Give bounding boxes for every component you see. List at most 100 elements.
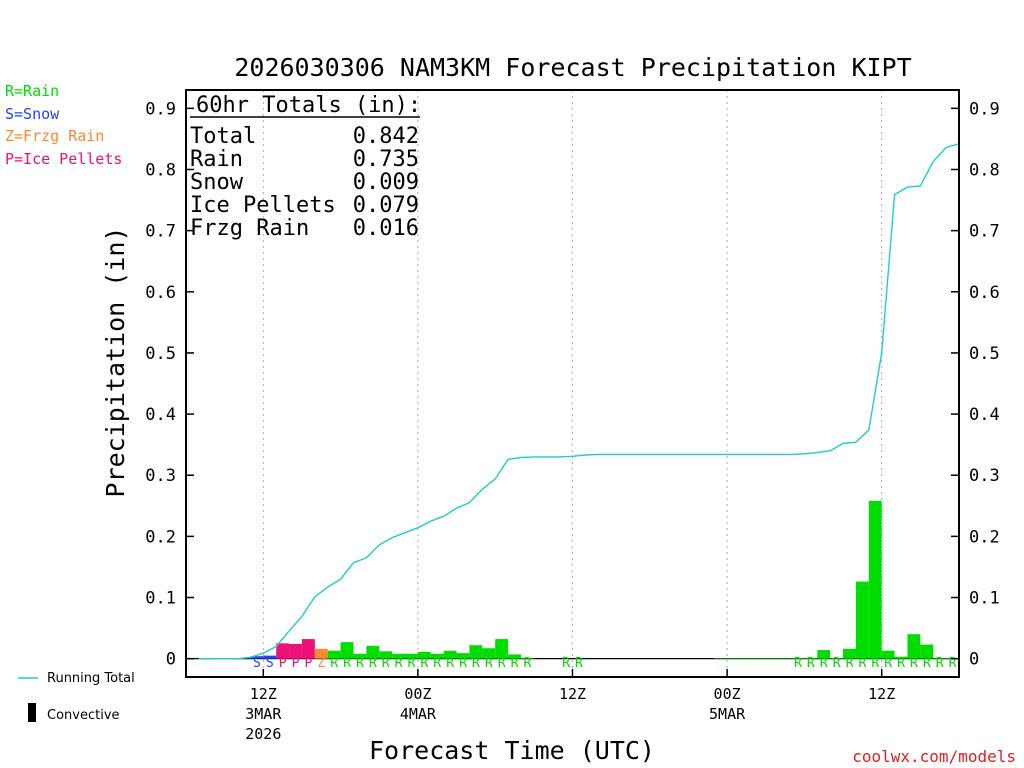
legend-ice-pellets: P=Ice Pellets — [5, 149, 123, 168]
precip-type-label: R — [820, 656, 828, 671]
precip-type-label: P — [304, 656, 312, 671]
precip-type-label: R — [330, 656, 338, 671]
totals-row-value: 0.016 — [353, 216, 419, 241]
convective-legend-label: Convective — [47, 708, 120, 723]
x-tick-label: 12Z — [559, 685, 586, 703]
precip-type-label: R — [807, 656, 815, 671]
precip-type-label: R — [369, 656, 377, 671]
precip-bar — [752, 658, 766, 659]
precip-bar — [340, 642, 354, 659]
x-tick-date: 5MAR — [709, 705, 746, 723]
y-axis-label: Precipitation (in) — [101, 227, 130, 498]
precip-bar — [405, 653, 418, 659]
precip-bar — [920, 644, 934, 659]
precip-bar — [765, 658, 779, 659]
precip-bar — [456, 653, 470, 659]
precip-bar — [301, 639, 315, 659]
totals-header: 60hr Totals (in): — [196, 93, 421, 118]
precip-type-legend: R=Rain S=Snow Z=Frzg Rain P=Ice Pellets — [5, 80, 122, 170]
precip-bar — [314, 648, 328, 659]
precip-type-label: R — [511, 656, 519, 671]
legend-frzg-rain: Z=Frzg Rain — [5, 127, 105, 145]
precip-bar — [907, 634, 921, 659]
precip-bar — [430, 653, 444, 659]
precip-bar — [894, 656, 908, 659]
x-tick-label: 00Z — [714, 685, 741, 703]
precip-bar — [804, 658, 818, 659]
running-total-line — [198, 143, 960, 660]
precip-bar — [392, 653, 406, 659]
precip-type-label: R — [356, 656, 364, 671]
precip-type-label: R — [395, 656, 403, 671]
precip-type-label: R — [459, 656, 467, 671]
precip-type-label: R — [884, 656, 892, 671]
precip-type-label: R — [485, 656, 493, 671]
y-tick-label-left: 0 — [166, 650, 176, 670]
precip-bar — [263, 655, 277, 659]
precip-type-label: P — [279, 656, 287, 671]
totals-row-label: Total — [190, 124, 256, 149]
precip-type-label: R — [408, 656, 416, 671]
precip-type-label: R — [923, 656, 931, 671]
totals-row-label: Rain — [190, 147, 243, 172]
x-tick-label: 12Z — [250, 685, 277, 703]
precip-type-label: R — [343, 656, 351, 671]
precip-type-label: R — [498, 656, 506, 671]
precip-bar — [739, 658, 753, 659]
precip-type-label: R — [523, 656, 531, 671]
running-total-legend-label: Running Total — [47, 671, 135, 686]
precip-bar — [443, 650, 457, 659]
precip-type-label: R — [420, 656, 428, 671]
x-tick-label: 12Z — [868, 685, 895, 703]
y-tick-label-left: 0.6 — [145, 283, 176, 303]
precip-bar — [881, 650, 895, 659]
y-tick-label-right: 0.4 — [969, 405, 1000, 425]
precip-bar — [469, 645, 483, 659]
precip-bar — [250, 656, 264, 659]
precip-bar — [855, 581, 869, 659]
precip-type-label: R — [949, 656, 957, 671]
y-tick-label-right: 0 — [969, 650, 979, 670]
precip-type-label: R — [897, 656, 905, 671]
chart-title: 2026030306 NAM3KM Forecast Precipitation… — [234, 53, 911, 82]
x-axis-label: Forecast Time (UTC) — [369, 736, 655, 765]
precip-bar — [289, 643, 302, 659]
precip-bar — [714, 658, 728, 659]
precip-bar — [482, 648, 496, 659]
precip-bar — [727, 658, 740, 659]
legend-snow: S=Snow — [5, 104, 60, 123]
precip-bar — [379, 651, 393, 659]
precip-bar — [817, 650, 831, 659]
precip-type-label: R — [846, 656, 854, 671]
y-tick-label-left: 0.3 — [145, 466, 176, 486]
y-tick-label-left: 0.9 — [145, 99, 176, 119]
y-tick-label-left: 0.5 — [145, 344, 176, 364]
precip-type-label: P — [292, 656, 300, 671]
precip-type-label: R — [433, 656, 441, 671]
x-tick-label: 00Z — [404, 685, 431, 703]
precip-type-label: R — [833, 656, 841, 671]
x-tick-year: 2026 — [245, 725, 281, 743]
precip-bar — [933, 658, 947, 659]
y-tick-label-right: 0.1 — [969, 589, 1000, 609]
precip-type-label: Z — [317, 656, 325, 671]
precip-bar — [353, 653, 367, 659]
x-tick-date: 4MAR — [400, 705, 437, 723]
plot-frame — [185, 89, 960, 678]
totals-row-label: Frzg Rain — [190, 216, 309, 241]
precip-type-label: R — [562, 656, 570, 671]
precip-type-label: R — [446, 656, 454, 671]
y-tick-label-right: 0.2 — [969, 527, 1000, 547]
precip-bar — [508, 654, 521, 659]
precip-bar — [417, 651, 431, 659]
y-tick-label-left: 0.4 — [145, 405, 176, 425]
totals-row-label: Snow — [190, 170, 244, 195]
precip-type-label: R — [794, 656, 802, 671]
precip-bar — [495, 639, 509, 659]
precip-bar — [276, 643, 290, 659]
y-tick-label-left: 0.7 — [145, 222, 176, 242]
precip-type-label: R — [575, 656, 583, 671]
y-tick-label-left: 0.1 — [145, 589, 176, 609]
y-tick-label-left: 0.8 — [145, 160, 176, 180]
